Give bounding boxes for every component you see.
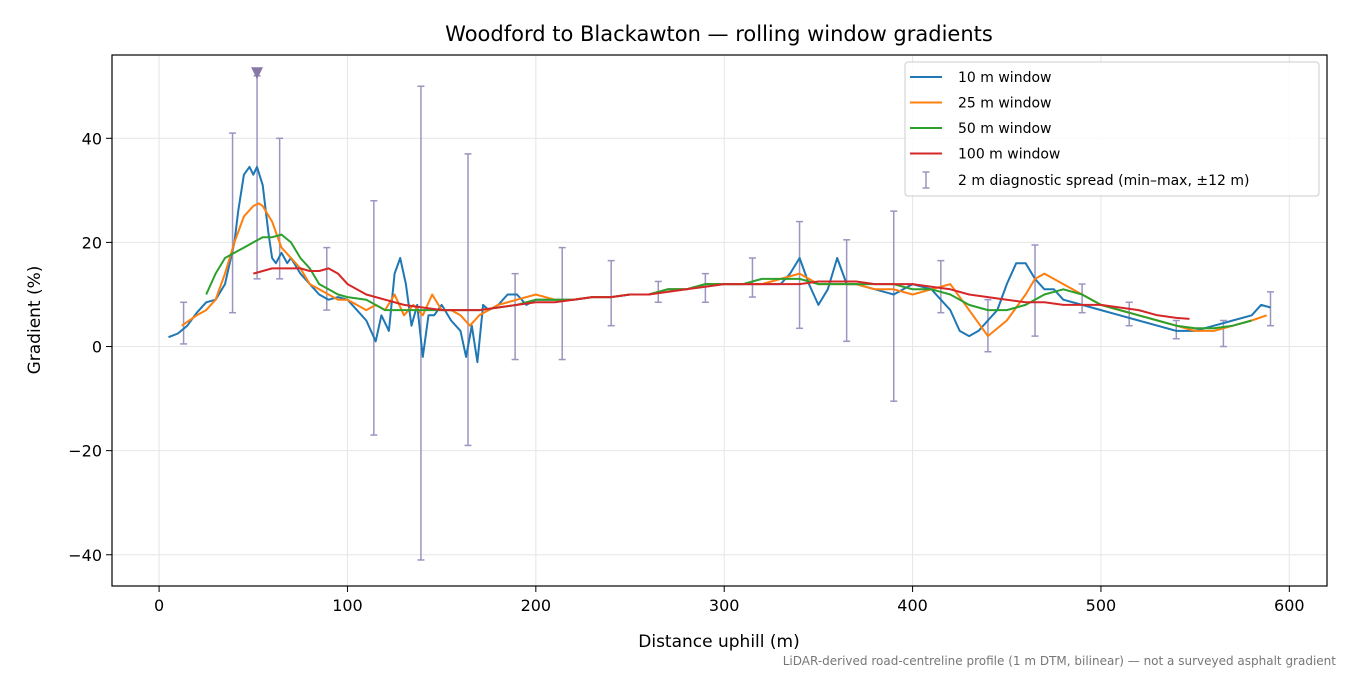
error-bar (890, 210, 898, 402)
error-bar (558, 246, 566, 361)
error-bar (370, 200, 378, 436)
chart-title: Woodford to Blackawton — rolling window … (445, 22, 993, 46)
legend-label: 2 m diagnostic spread (min–max, ±12 m) (958, 173, 1249, 189)
error-bar (1266, 291, 1274, 327)
error-bar (607, 259, 615, 327)
legend-label: 25 m window (958, 96, 1051, 112)
x-axis: 0 100 200 300 400 500 600 (154, 586, 1305, 615)
error-bar (701, 272, 709, 304)
x-tick-label: 400 (897, 596, 928, 615)
y-axis: −40 −20 0 20 40 (68, 129, 112, 565)
error-bar (180, 301, 188, 345)
error-bar (1125, 301, 1133, 327)
legend-label: 10 m window (958, 70, 1051, 86)
error-bar (1031, 244, 1039, 337)
peak-marker (251, 67, 264, 80)
x-tick-label: 0 (154, 596, 164, 615)
y-tick-label: −20 (68, 442, 102, 461)
plot-frame (111, 54, 1328, 587)
legend-entry: 2 m diagnostic spread (min–max, ±12 m) (922, 171, 1249, 189)
y-tick-label: −40 (68, 546, 102, 565)
y-tick-label: 20 (82, 233, 102, 252)
series-line-4 (253, 267, 1190, 320)
x-tick-label: 600 (1274, 596, 1305, 615)
error-bar (796, 220, 804, 330)
legend-entry: 50 m window (910, 121, 1051, 137)
legend-entry: 100 m window (910, 147, 1060, 163)
error-bar (1078, 283, 1086, 314)
footnote: LiDAR-derived road-centreline profile (1… (783, 654, 1337, 668)
series-lines (168, 165, 1271, 364)
legend-entry: 10 m window (910, 70, 1051, 86)
legend-entry: 25 m window (910, 96, 1051, 112)
x-axis-label: Distance uphill (m) (638, 632, 799, 652)
y-tick-label: 0 (92, 338, 102, 357)
error-bar (511, 272, 519, 361)
y-tick-label: 40 (82, 129, 102, 148)
error-bar (843, 239, 851, 343)
x-tick-label: 300 (709, 596, 740, 615)
error-bar (1172, 319, 1180, 340)
legend-label: 50 m window (958, 121, 1051, 137)
triangle-marker (251, 67, 264, 80)
error-bar (748, 257, 756, 298)
legend-label: 100 m window (958, 147, 1060, 163)
error-bar (1219, 319, 1227, 348)
error-bar (464, 153, 472, 447)
legend: 10 m window 25 m window 50 m window 100 m w… (904, 61, 1320, 197)
y-axis-label: Gradient (%) (25, 266, 45, 375)
x-tick-label: 100 (332, 596, 363, 615)
series-line-3 (205, 233, 1252, 330)
error-bar (417, 85, 425, 561)
error-bar (229, 132, 237, 314)
diagnostic-spread-error-bars (180, 75, 1274, 561)
x-tick-label: 200 (521, 596, 552, 615)
error-bar (323, 246, 331, 311)
x-tick-label: 500 (1086, 596, 1117, 615)
legend-box (904, 61, 1320, 197)
error-bar (984, 298, 992, 353)
